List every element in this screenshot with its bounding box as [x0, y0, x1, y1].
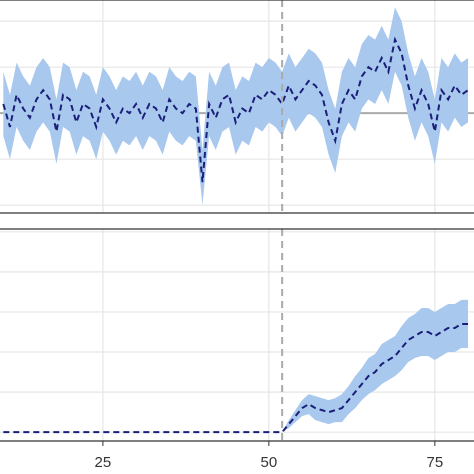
- x-tick-label: 75: [426, 454, 443, 471]
- mean-line: [3, 322, 469, 434]
- x-tick-label: 50: [261, 454, 278, 471]
- mean-line: [2, 36, 469, 183]
- x-tick-label: 25: [95, 454, 112, 471]
- panel-background: [0, 229, 474, 441]
- confidence-band: [3, 7, 469, 206]
- confidence-band: [3, 299, 469, 433]
- panel: [0, 229, 474, 441]
- panel: [0, 0, 474, 213]
